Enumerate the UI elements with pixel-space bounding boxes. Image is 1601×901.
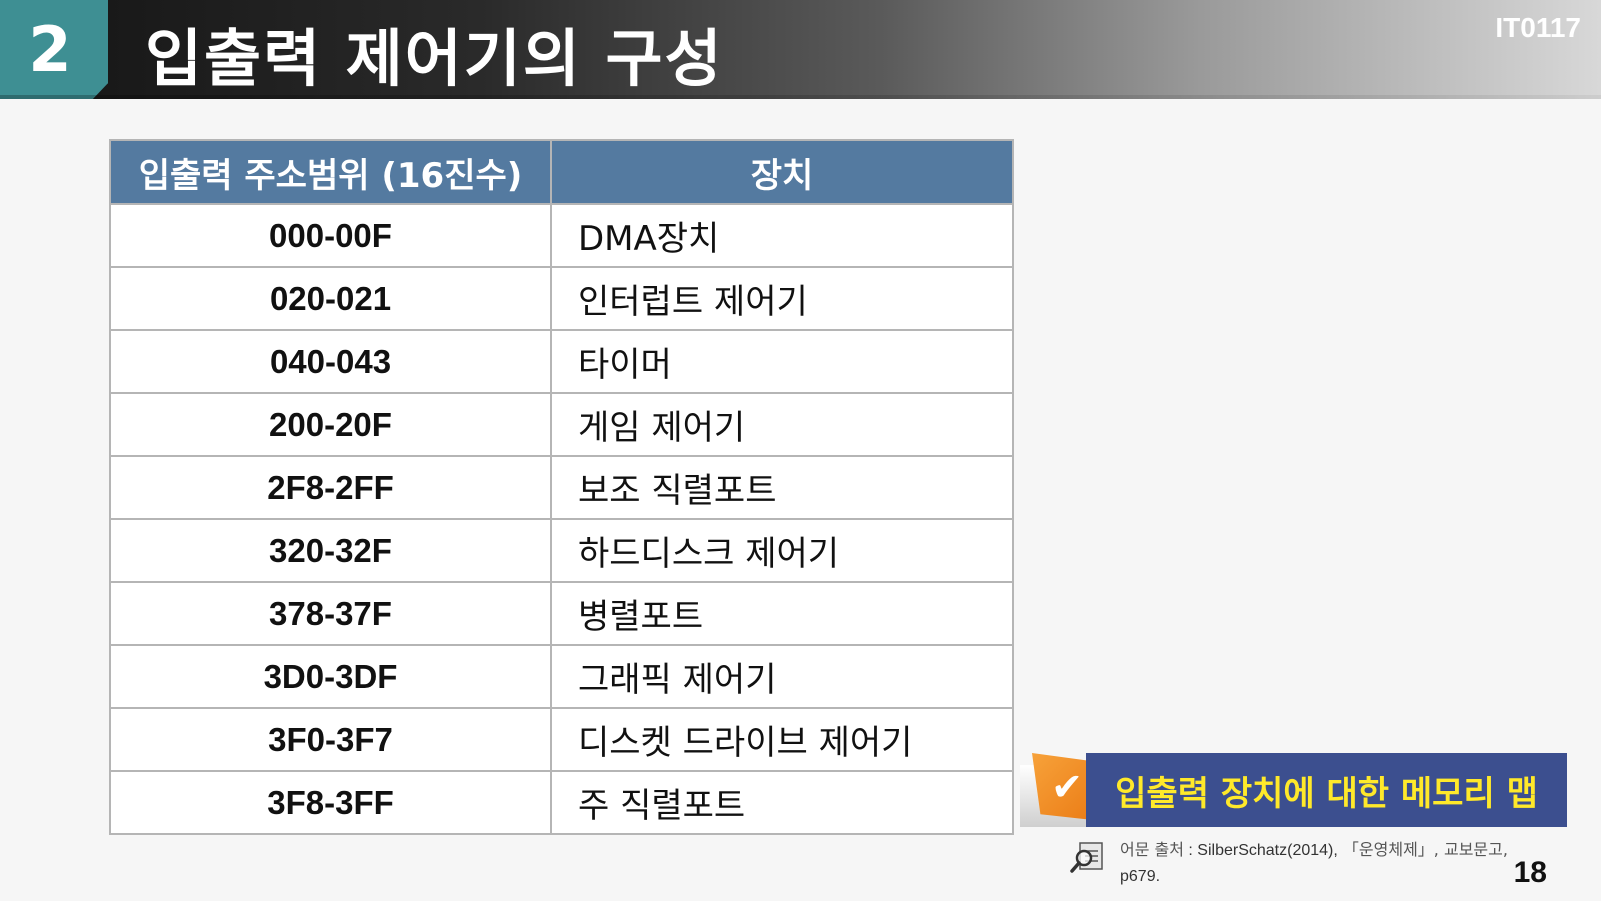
table-row: 200-20F 게임 제어기 — [109, 392, 1014, 457]
address-cell: 020-021 — [109, 266, 552, 331]
page-title: 입출력 제어기의 구성 — [145, 22, 724, 95]
table-row: 378-37F 병렬포트 — [109, 581, 1014, 646]
citation-author: : SilberSchatz(2014), — [1183, 842, 1338, 859]
table-row: 3D0-3DF 그래픽 제어기 — [109, 644, 1014, 709]
section-number: 2 — [28, 13, 72, 86]
column-header-address-range: 입출력 주소범위 (16진수) — [109, 139, 552, 205]
table-row: 3F8-3FF 주 직렬포트 — [109, 770, 1014, 835]
section-number-box: 2 — [0, 0, 108, 99]
device-cell: 디스켓 드라이브 제어기 — [550, 707, 1014, 772]
device-cell: 인터럽트 제어기 — [550, 266, 1014, 331]
address-cell: 3F0-3F7 — [109, 707, 552, 772]
address-cell: 3D0-3DF — [109, 644, 552, 709]
address-cell: 378-37F — [109, 581, 552, 646]
device-cell: 게임 제어기 — [550, 392, 1014, 457]
page-number: 18 — [1513, 856, 1547, 889]
table-row: 320-32F 하드디스크 제어기 — [109, 518, 1014, 583]
address-cell: 200-20F — [109, 392, 552, 457]
citation-page: p679. — [1120, 868, 1161, 885]
check-icon: ✔ — [1051, 765, 1083, 809]
citation-text: 어문 출처 : SilberSchatz(2014), 「운영체제」, 교보문고… — [1120, 837, 1550, 889]
device-cell: 주 직렬포트 — [550, 770, 1014, 835]
device-cell: 병렬포트 — [550, 581, 1014, 646]
table-row: 3F0-3F7 디스켓 드라이브 제어기 — [109, 707, 1014, 772]
address-cell: 2F8-2FF — [109, 455, 552, 520]
io-address-table: 입출력 주소범위 (16진수) 장치 000-00F DMA장치 020-021… — [109, 139, 1014, 835]
table-row: 000-00F DMA장치 — [109, 203, 1014, 268]
address-cell: 000-00F — [109, 203, 552, 268]
callout-label: 입출력 장치에 대한 메모리 맵 — [1086, 753, 1567, 827]
device-cell: DMA장치 — [550, 203, 1014, 268]
table-row: 020-021 인터럽트 제어기 — [109, 266, 1014, 331]
address-cell: 3F8-3FF — [109, 770, 552, 835]
source-citation: 어문 출처 : SilberSchatz(2014), 「운영체제」, 교보문고… — [1070, 837, 1550, 887]
course-code: IT0117 — [1495, 12, 1581, 43]
device-cell: 보조 직렬포트 — [550, 455, 1014, 520]
citation-book: 「운영체제」, 교보문고, — [1342, 840, 1508, 859]
column-header-device: 장치 — [550, 139, 1014, 205]
header-bar: 2 입출력 제어기의 구성 IT0117 — [0, 0, 1601, 99]
address-cell: 040-043 — [109, 329, 552, 394]
table-row: 2F8-2FF 보조 직렬포트 — [109, 455, 1014, 520]
device-cell: 그래픽 제어기 — [550, 644, 1014, 709]
table-row: 040-043 타이머 — [109, 329, 1014, 394]
memory-map-callout: ✔ 입출력 장치에 대한 메모리 맵 — [1020, 753, 1567, 828]
citation-prefix: 어문 출처 — [1120, 840, 1184, 859]
device-cell: 타이머 — [550, 329, 1014, 394]
device-cell: 하드디스크 제어기 — [550, 518, 1014, 583]
address-cell: 320-32F — [109, 518, 552, 583]
magnifier-document-icon — [1070, 842, 1103, 873]
table-header-row: 입출력 주소범위 (16진수) 장치 — [109, 139, 1014, 205]
